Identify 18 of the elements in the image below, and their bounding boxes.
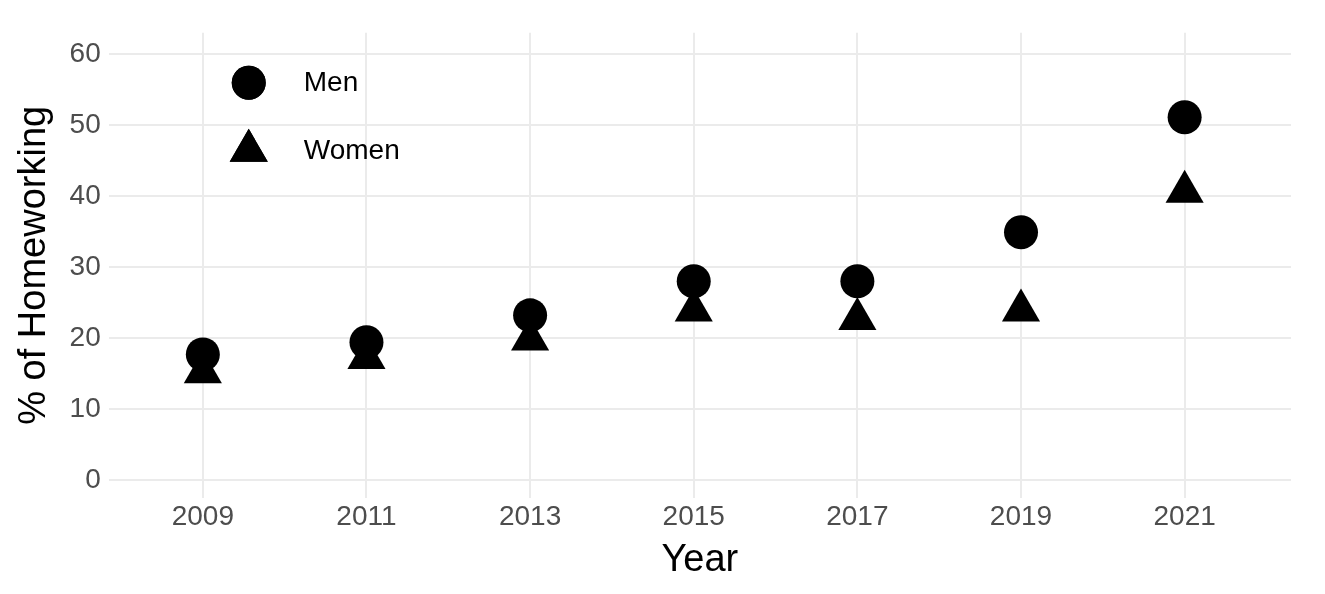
y-tick-label: 60 [69,36,101,68]
x-tick-label: 2015 [662,500,725,532]
x-tick-label: 2009 [171,500,234,532]
y-tick-label: 10 [69,391,101,423]
x-tick-label: 2021 [1153,500,1216,532]
x-tick-label: 2017 [826,500,889,532]
y-tick-label: 20 [69,320,101,352]
x-tick-label: 2011 [336,500,397,532]
x-tick-label: 2019 [989,500,1053,532]
y-tick-label: 30 [69,249,101,281]
y-tick-label: 50 [69,107,101,139]
y-tick-label: 40 [69,178,101,210]
x-axis-title: Year [661,536,739,579]
y-axis-title: % of Homeworking [11,105,54,425]
legend-label: Men [303,65,359,97]
legend-label: Women [303,133,400,165]
y-tick-label: 0 [85,462,101,494]
x-tick-label: 2013 [498,500,562,532]
